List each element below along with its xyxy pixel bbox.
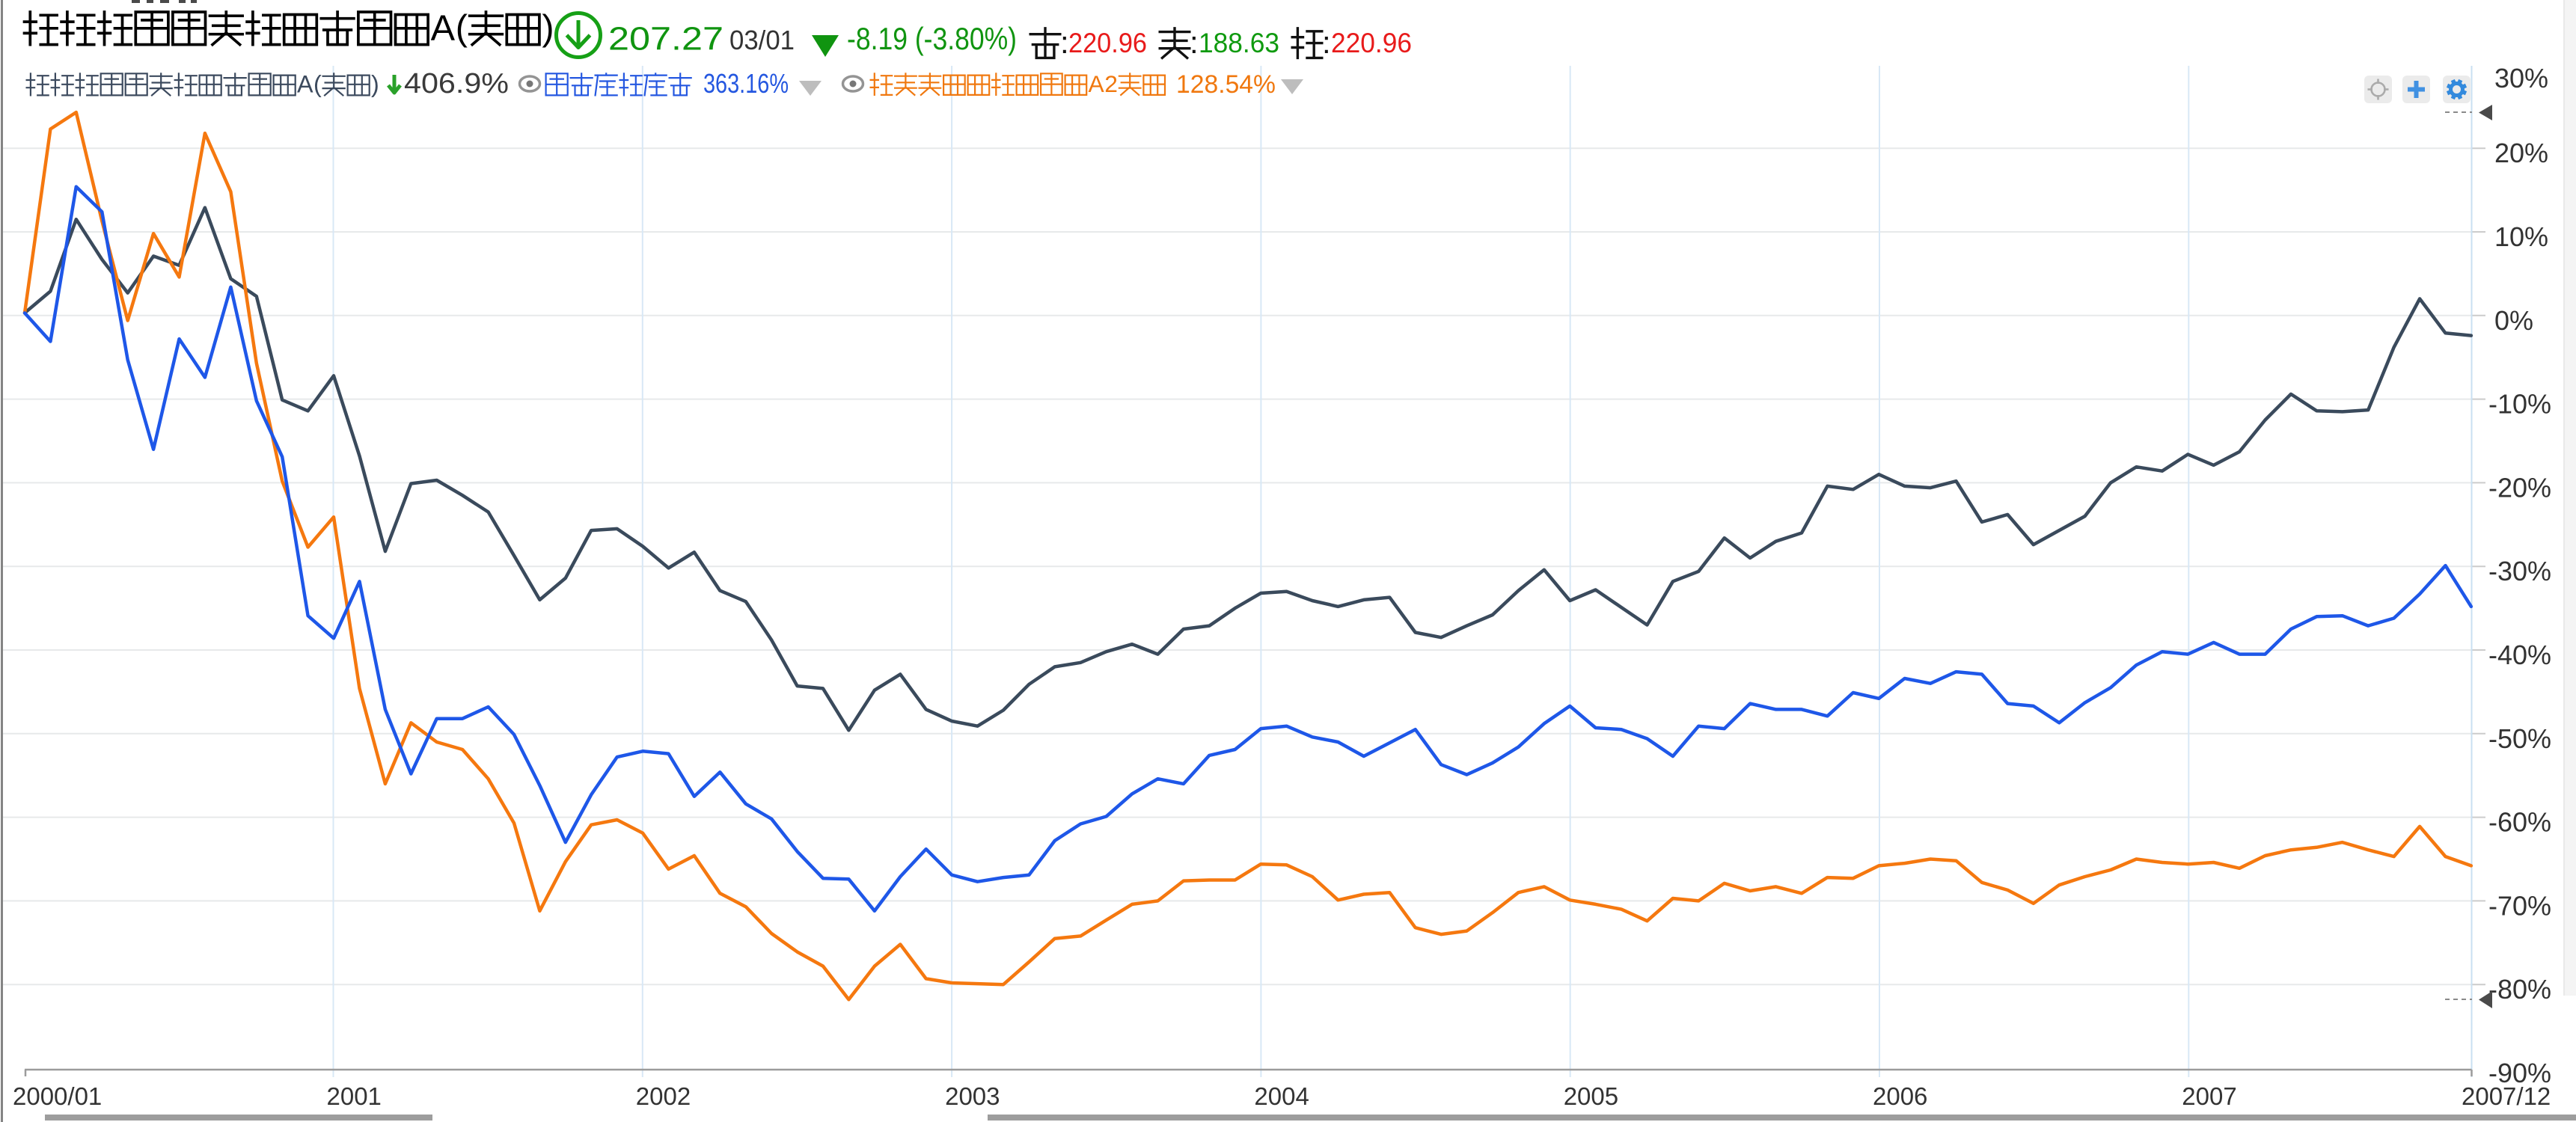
svg-text:2001: 2001 — [327, 1082, 382, 1110]
svg-text:-40%: -40% — [2488, 640, 2551, 670]
svg-text:220.96: 220.96 — [1068, 28, 1147, 58]
svg-text::: : — [1060, 25, 1069, 60]
svg-text:30%: 30% — [2494, 63, 2548, 94]
svg-text:): ) — [371, 70, 379, 97]
svg-text:): ) — [542, 8, 554, 49]
svg-text:-8.19 (-3.80%): -8.19 (-3.80%) — [847, 21, 1017, 56]
svg-text:A: A — [297, 70, 313, 97]
svg-text:-50%: -50% — [2488, 723, 2551, 754]
svg-text:A: A — [431, 8, 456, 49]
svg-text:A: A — [1089, 70, 1105, 97]
svg-text:2: 2 — [1104, 70, 1118, 97]
svg-text:-30%: -30% — [2488, 556, 2551, 586]
svg-text:2007/12: 2007/12 — [2462, 1082, 2551, 1110]
svg-text:2005: 2005 — [1564, 1082, 1618, 1110]
svg-text:-20%: -20% — [2488, 472, 2551, 503]
svg-text:2003: 2003 — [945, 1082, 1000, 1110]
svg-text:-80%: -80% — [2488, 974, 2551, 1005]
svg-text:20%: 20% — [2494, 138, 2548, 168]
svg-text:207.27: 207.27 — [608, 21, 723, 58]
svg-text:363.16%: 363.16% — [703, 68, 789, 99]
svg-text:128.54%: 128.54% — [1176, 70, 1276, 99]
svg-text:-10%: -10% — [2488, 389, 2551, 420]
svg-text:(: ( — [456, 8, 468, 49]
svg-text:2000/01: 2000/01 — [13, 1082, 102, 1110]
svg-text:188.63: 188.63 — [1199, 28, 1279, 58]
svg-text:2002: 2002 — [636, 1082, 691, 1110]
svg-text::: : — [1190, 25, 1199, 60]
svg-text::: : — [1322, 25, 1331, 60]
svg-text:2004: 2004 — [1254, 1082, 1309, 1110]
svg-text:406.9%: 406.9% — [404, 68, 509, 99]
svg-text:-70%: -70% — [2488, 890, 2551, 921]
svg-text:(: ( — [313, 70, 322, 97]
svg-text:10%: 10% — [2494, 221, 2548, 252]
svg-text:2006: 2006 — [1873, 1082, 1927, 1110]
svg-text:-90%: -90% — [2488, 1058, 2551, 1088]
svg-text:2007: 2007 — [2182, 1082, 2236, 1110]
svg-text:03/01: 03/01 — [729, 25, 795, 55]
svg-text:0%: 0% — [2494, 305, 2533, 336]
svg-text:220.96: 220.96 — [1331, 28, 1412, 58]
svg-text:-60%: -60% — [2488, 807, 2551, 838]
